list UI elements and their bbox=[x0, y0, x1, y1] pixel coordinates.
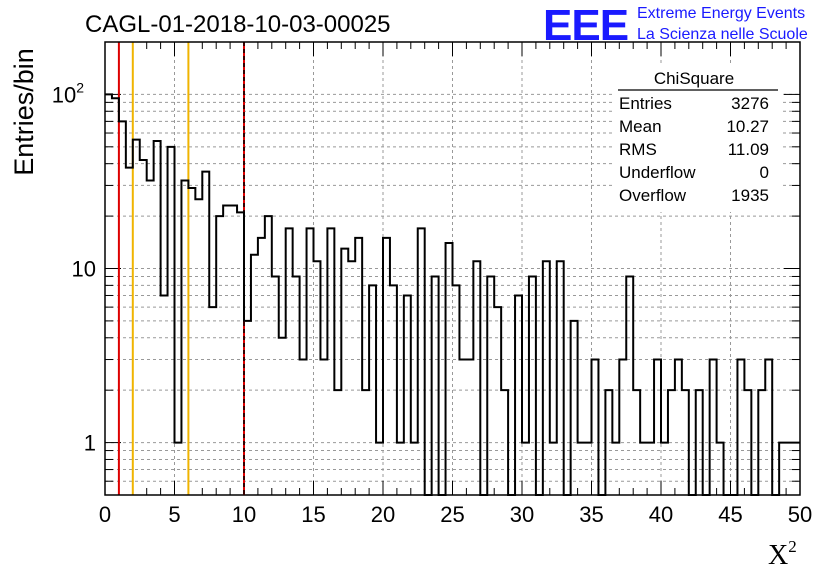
y-tick-label: 10 bbox=[72, 257, 96, 282]
stats-row-value: 11.09 bbox=[728, 140, 769, 159]
x-tick-label: 35 bbox=[579, 502, 603, 527]
plot-frame bbox=[104, 41, 801, 496]
x-tick-label: 0 bbox=[99, 502, 111, 527]
y-tick-label: 1 bbox=[84, 431, 96, 456]
x-tick-label: 25 bbox=[440, 502, 464, 527]
y-tick-label: 102 bbox=[52, 79, 84, 107]
stats-row-value: 3276 bbox=[731, 94, 769, 113]
x-tick-label: 10 bbox=[232, 502, 256, 527]
x-tick-label: 45 bbox=[718, 502, 742, 527]
logo-line-1: Extreme Energy Events bbox=[637, 5, 805, 22]
chart-title: CAGL-01-2018-10-03-00025 bbox=[85, 11, 391, 38]
x-axis-label-superscript: 2 bbox=[788, 537, 797, 556]
x-tick-label: 50 bbox=[788, 502, 812, 527]
x-tick-label: 30 bbox=[510, 502, 534, 527]
x-axis-ticks: 0 5 10 15 20 25 30 35 40 45 50 bbox=[99, 502, 812, 527]
stats-box-title: ChiSquare bbox=[654, 69, 734, 88]
stats-row-value: 1935 bbox=[731, 186, 769, 205]
stats-row-label: RMS bbox=[619, 140, 657, 159]
minor-ticks bbox=[104, 41, 801, 496]
x-tick-label: 40 bbox=[649, 502, 673, 527]
stats-row-label: Overflow bbox=[619, 186, 687, 205]
x-tick-label: 20 bbox=[371, 502, 395, 527]
stats-row-label: Mean bbox=[619, 117, 662, 136]
x-tick-label: 5 bbox=[168, 502, 180, 527]
stats-row-label: Entries bbox=[619, 94, 672, 113]
y-axis-ticks: 1 10 102 bbox=[52, 79, 96, 455]
x-axis-label: X2 bbox=[768, 537, 797, 571]
stats-row-value: 0 bbox=[760, 163, 769, 182]
stats-row-value: 10.27 bbox=[726, 117, 769, 136]
stats-row-label: Underflow bbox=[619, 163, 696, 182]
eee-logo-text: EEE bbox=[543, 1, 628, 50]
logo-line-2: La Scienza nelle Scuole bbox=[637, 26, 808, 43]
stats-box: ChiSquare Entries 3276 Mean 10.27 RMS 11.09 Un… bbox=[612, 66, 780, 212]
x-tick-label: 15 bbox=[301, 502, 325, 527]
y-axis-label: Entries/bin bbox=[9, 48, 39, 176]
